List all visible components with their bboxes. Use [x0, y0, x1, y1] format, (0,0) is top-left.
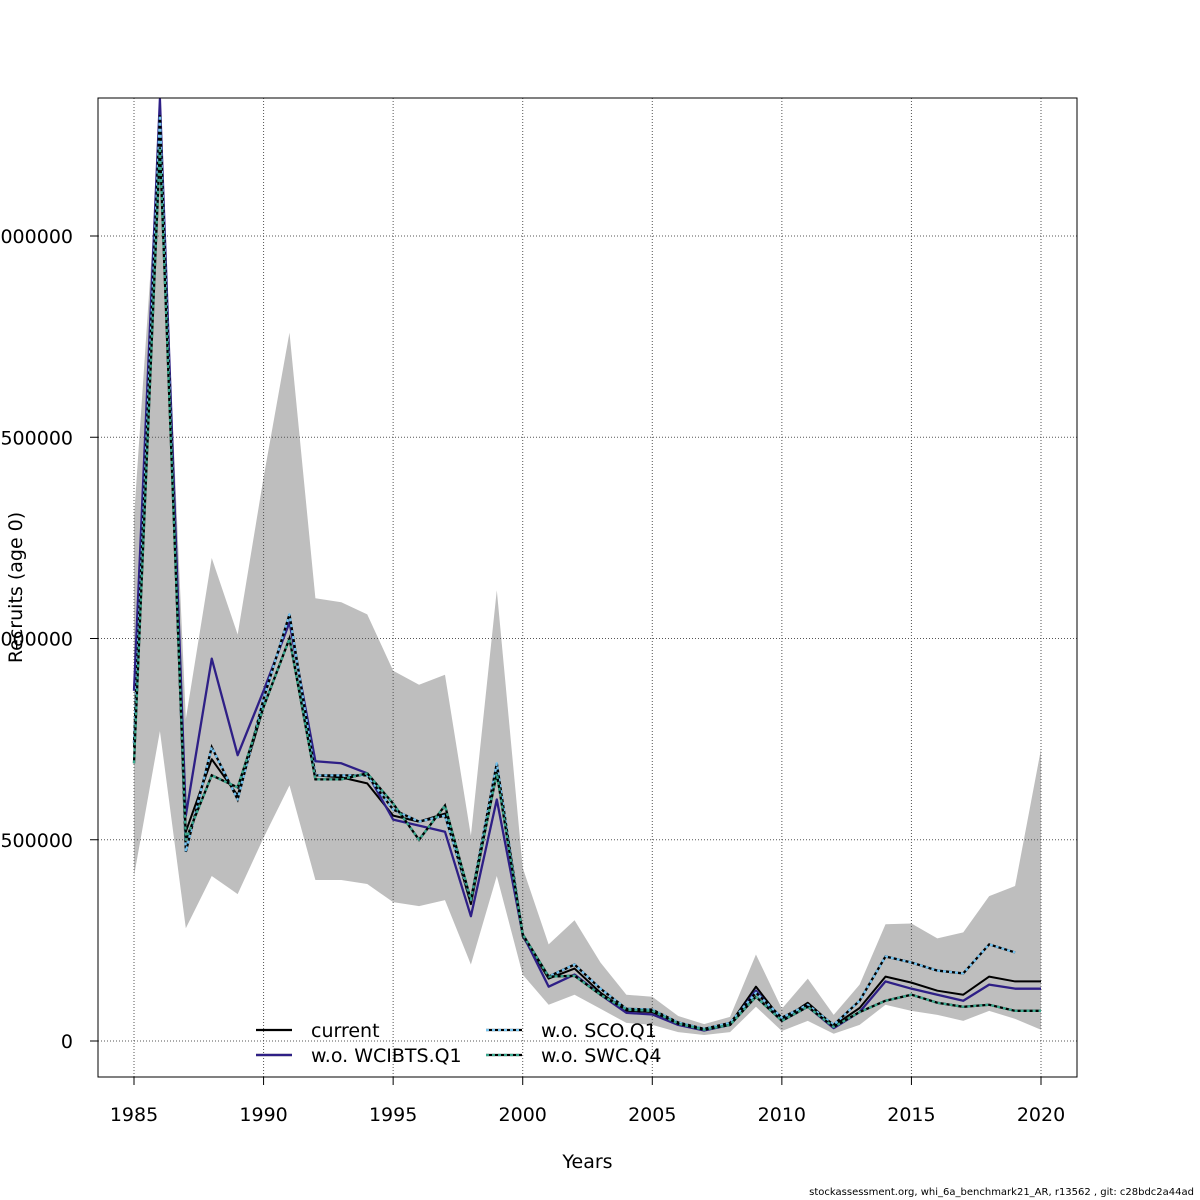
- x-tick-label: 2015: [887, 1104, 935, 1126]
- legend-label: w.o. SWC.Q4: [541, 1045, 661, 1067]
- series-line-2: [132, 114, 1016, 1031]
- y-tick-label: 500000: [0, 427, 73, 449]
- x-tick-label: 1995: [369, 1104, 417, 1126]
- x-axis: 1985 1990 1995 2000 2005 2010 2015 2020: [110, 1077, 1065, 1126]
- uncertainty-band: [134, 131, 1041, 1035]
- plot-frame: [97, 97, 1078, 1078]
- x-tick-label: 2010: [758, 1104, 806, 1126]
- x-tick-label: 1985: [110, 1104, 158, 1126]
- series-lines: [132, 98, 1041, 1032]
- footer-credit: stockassessment.org, whi_6a_benchmark21_…: [809, 1187, 1194, 1198]
- y-tick-label: 500000: [0, 830, 73, 852]
- x-axis-label: Years: [561, 1151, 612, 1173]
- x-tick-label: 1990: [239, 1104, 287, 1126]
- confidence-band: [134, 131, 1041, 1035]
- y-tick-label: 000000: [0, 629, 73, 651]
- y-tick-label: 000000: [0, 226, 73, 248]
- legend-label: w.o. SCO.Q1: [541, 1020, 657, 1042]
- legend-label: w.o. WCIBTS.Q1: [311, 1045, 462, 1067]
- x-tick-label: 2005: [628, 1104, 676, 1126]
- x-tick-label: 2020: [1017, 1104, 1065, 1126]
- y-axis: 0 500000 000000 500000 000000: [0, 226, 98, 1053]
- legend: current w.o. SCO.Q1 w.o. WCIBTS.Q1 w.o. SWC…: [256, 1020, 661, 1067]
- series-line-3: [132, 146, 1041, 1031]
- y-tick-label: 0: [61, 1031, 73, 1053]
- y-axis-label: Recruits (age 0): [5, 512, 27, 663]
- legend-label: current: [311, 1020, 380, 1042]
- x-tick-label: 2000: [499, 1104, 547, 1126]
- grid: [98, 98, 1077, 1077]
